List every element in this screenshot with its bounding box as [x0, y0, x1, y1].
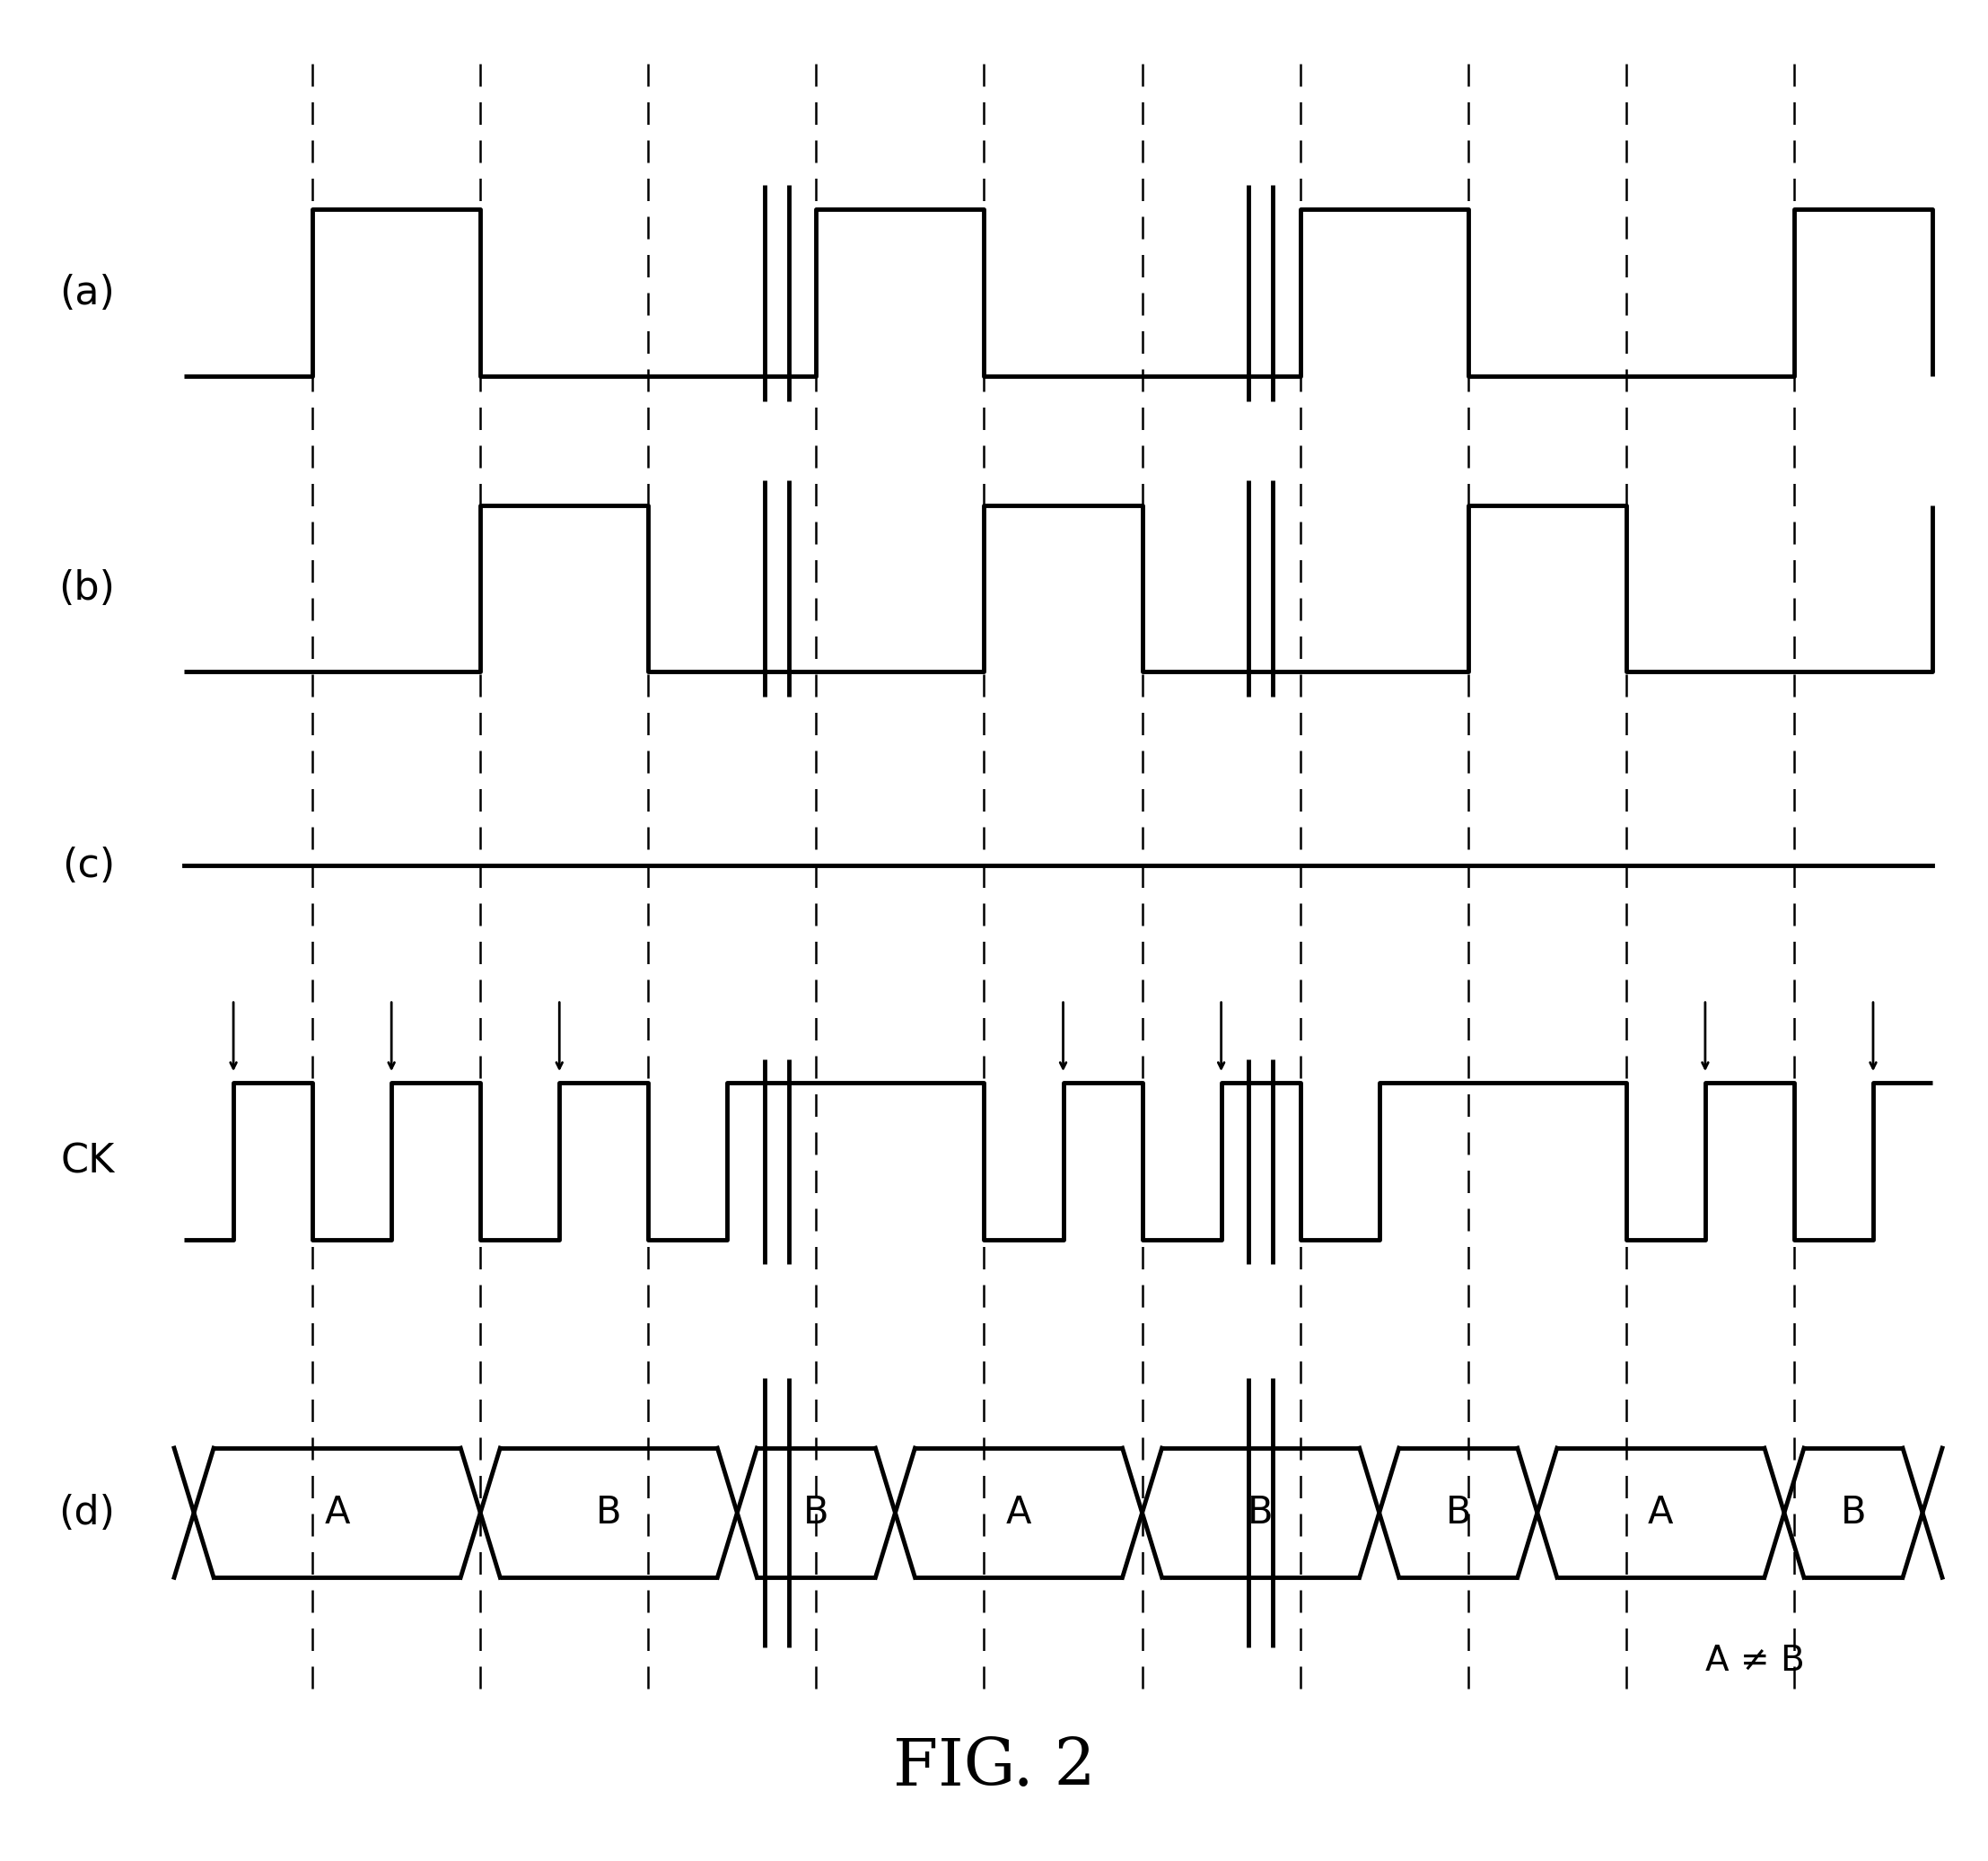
Text: A ≠ B: A ≠ B: [1706, 1643, 1805, 1679]
Text: A: A: [324, 1494, 350, 1532]
Text: A: A: [1006, 1494, 1032, 1532]
Text: B: B: [1248, 1494, 1274, 1532]
Text: B: B: [803, 1494, 829, 1532]
Text: (d): (d): [58, 1494, 115, 1532]
Text: B: B: [1445, 1494, 1471, 1532]
Text: B: B: [596, 1494, 622, 1532]
Text: (b): (b): [58, 569, 115, 609]
Text: CK: CK: [62, 1143, 115, 1182]
Text: A: A: [1648, 1494, 1674, 1532]
Text: B: B: [1841, 1494, 1867, 1532]
Text: FIG. 2: FIG. 2: [893, 1736, 1095, 1800]
Text: (a): (a): [60, 274, 115, 313]
Text: (c): (c): [62, 847, 115, 886]
